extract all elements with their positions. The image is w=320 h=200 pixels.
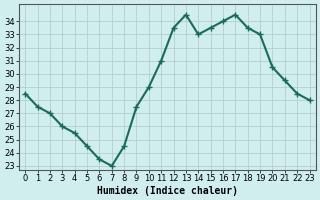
- X-axis label: Humidex (Indice chaleur): Humidex (Indice chaleur): [97, 186, 238, 196]
